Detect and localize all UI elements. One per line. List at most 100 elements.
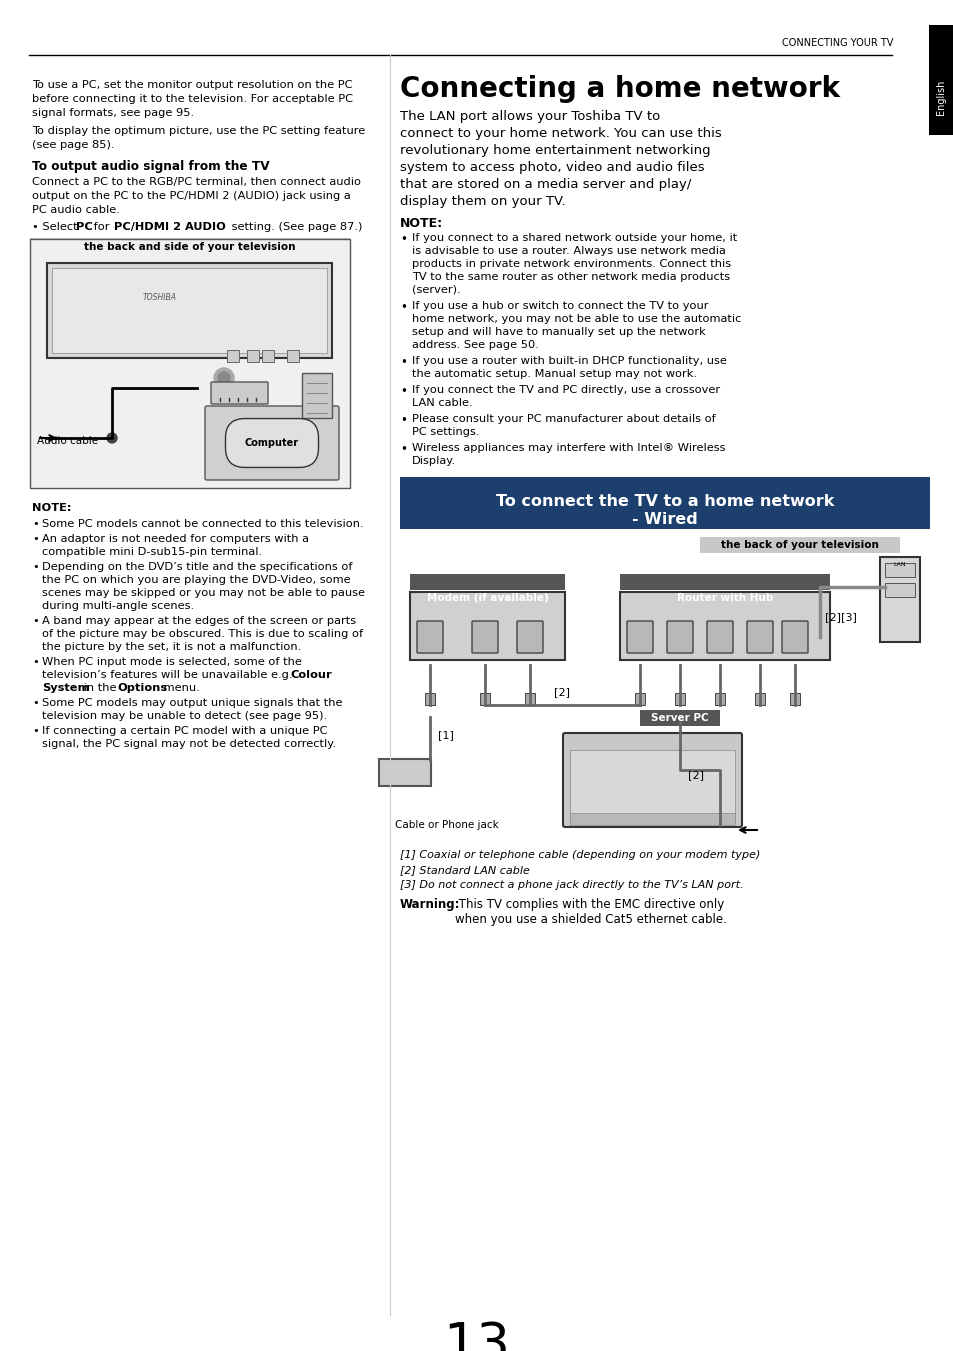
- FancyBboxPatch shape: [706, 621, 732, 653]
- Text: Modem (if available): Modem (if available): [426, 593, 548, 603]
- Text: To connect the TV to a home network: To connect the TV to a home network: [496, 493, 833, 508]
- Text: the back of your television: the back of your television: [720, 540, 878, 550]
- FancyBboxPatch shape: [227, 350, 239, 362]
- FancyBboxPatch shape: [302, 373, 332, 417]
- Text: This TV complies with the EMC directive only
when you use a shielded Cat5 ethern: This TV complies with the EMC directive …: [455, 898, 726, 925]
- FancyBboxPatch shape: [479, 693, 490, 705]
- Text: [2] Standard LAN cable: [2] Standard LAN cable: [399, 865, 529, 875]
- FancyBboxPatch shape: [287, 350, 298, 362]
- Circle shape: [107, 434, 117, 443]
- Text: •: •: [32, 657, 39, 667]
- FancyBboxPatch shape: [639, 711, 720, 725]
- FancyBboxPatch shape: [416, 621, 442, 653]
- Text: Connecting a home network: Connecting a home network: [399, 76, 840, 103]
- Text: •: •: [32, 519, 39, 530]
- Text: •: •: [32, 616, 39, 626]
- Text: (server).: (server).: [412, 285, 460, 295]
- Text: PC/HDMI 2 AUDIO: PC/HDMI 2 AUDIO: [113, 222, 226, 232]
- Text: scenes may be skipped or you may not be able to pause: scenes may be skipped or you may not be …: [42, 588, 365, 598]
- FancyBboxPatch shape: [410, 592, 564, 661]
- Text: TOSHIBA: TOSHIBA: [142, 293, 176, 303]
- Text: NOTE:: NOTE:: [32, 503, 71, 513]
- Text: If you use a router with built-in DHCP functionality, use: If you use a router with built-in DHCP f…: [412, 357, 726, 366]
- Text: NOTE:: NOTE:: [399, 218, 442, 230]
- FancyBboxPatch shape: [746, 621, 772, 653]
- Text: television may be unable to detect (see page 95).: television may be unable to detect (see …: [42, 711, 327, 721]
- Text: If you connect to a shared network outside your home, it: If you connect to a shared network outsi…: [412, 232, 737, 243]
- Text: LAN cable.: LAN cable.: [412, 399, 472, 408]
- Text: that are stored on a media server and play/: that are stored on a media server and pl…: [399, 178, 691, 190]
- Text: [1]: [1]: [437, 730, 454, 740]
- FancyBboxPatch shape: [619, 592, 829, 661]
- Text: •: •: [399, 413, 406, 427]
- FancyBboxPatch shape: [789, 693, 800, 705]
- FancyBboxPatch shape: [928, 26, 953, 135]
- FancyBboxPatch shape: [410, 574, 564, 590]
- Text: 13: 13: [443, 1320, 510, 1351]
- Text: Display.: Display.: [412, 457, 456, 466]
- Text: CONNECTING YOUR TV: CONNECTING YOUR TV: [781, 38, 892, 49]
- Text: [2]: [2]: [554, 688, 570, 697]
- Text: PC audio cable.: PC audio cable.: [32, 205, 120, 215]
- FancyBboxPatch shape: [472, 621, 497, 653]
- Text: system to access photo, video and audio files: system to access photo, video and audio …: [399, 161, 704, 174]
- Text: connect to your home network. You can use this: connect to your home network. You can us…: [399, 127, 721, 141]
- FancyBboxPatch shape: [781, 621, 807, 653]
- Text: Depending on the DVD’s title and the specifications of: Depending on the DVD’s title and the spe…: [42, 562, 352, 571]
- Text: the picture by the set, it is not a malfunction.: the picture by the set, it is not a malf…: [42, 642, 301, 653]
- FancyBboxPatch shape: [879, 557, 919, 642]
- Text: To output audio signal from the TV: To output audio signal from the TV: [32, 159, 270, 173]
- Text: To use a PC, set the monitor output resolution on the PC: To use a PC, set the monitor output reso…: [32, 80, 352, 91]
- FancyBboxPatch shape: [884, 563, 914, 577]
- FancyBboxPatch shape: [378, 759, 431, 786]
- Text: for: for: [90, 222, 113, 232]
- Text: [2][3]: [2][3]: [824, 612, 856, 621]
- Text: television’s features will be unavailable e.g.: television’s features will be unavailabl…: [42, 670, 295, 680]
- FancyBboxPatch shape: [524, 693, 535, 705]
- Circle shape: [213, 367, 233, 388]
- Text: [3] Do not connect a phone jack directly to the TV’s LAN port.: [3] Do not connect a phone jack directly…: [399, 880, 742, 890]
- Text: products in private network environments. Connect this: products in private network environments…: [412, 259, 730, 269]
- Text: •: •: [399, 232, 406, 246]
- Text: revolutionary home entertainment networking: revolutionary home entertainment network…: [399, 145, 710, 157]
- FancyBboxPatch shape: [562, 734, 741, 827]
- Circle shape: [218, 372, 230, 384]
- FancyBboxPatch shape: [211, 382, 268, 404]
- FancyBboxPatch shape: [754, 693, 764, 705]
- FancyBboxPatch shape: [626, 621, 652, 653]
- Text: Computer: Computer: [245, 438, 298, 449]
- Text: •: •: [399, 385, 406, 399]
- Text: Server PC: Server PC: [651, 713, 708, 723]
- Text: during multi-angle scenes.: during multi-angle scenes.: [42, 601, 193, 611]
- Text: setting. (See page 87.): setting. (See page 87.): [228, 222, 362, 232]
- Text: A band may appear at the edges of the screen or parts: A band may appear at the edges of the sc…: [42, 616, 355, 626]
- Text: [1] Coaxial or telephone cable (depending on your modem type): [1] Coaxial or telephone cable (dependin…: [399, 850, 760, 861]
- FancyBboxPatch shape: [884, 584, 914, 597]
- Text: - Wired: - Wired: [632, 512, 698, 527]
- Text: To display the optimum picture, use the PC setting feature: To display the optimum picture, use the …: [32, 126, 365, 136]
- Text: Options: Options: [117, 684, 167, 693]
- Text: Warning:: Warning:: [399, 898, 460, 911]
- FancyBboxPatch shape: [569, 750, 734, 820]
- Text: before connecting it to the television. For acceptable PC: before connecting it to the television. …: [32, 95, 353, 104]
- Text: •: •: [32, 534, 39, 544]
- Text: Some PC models cannot be connected to this television.: Some PC models cannot be connected to th…: [42, 519, 363, 530]
- Text: If connecting a certain PC model with a unique PC: If connecting a certain PC model with a …: [42, 725, 327, 736]
- Text: output on the PC to the PC/HDMI 2 (AUDIO) jack using a: output on the PC to the PC/HDMI 2 (AUDIO…: [32, 190, 351, 201]
- Text: Router with Hub: Router with Hub: [676, 593, 772, 603]
- Text: •: •: [399, 443, 406, 457]
- Text: Please consult your PC manufacturer about details of: Please consult your PC manufacturer abou…: [412, 413, 715, 424]
- Text: •: •: [399, 301, 406, 313]
- Text: PC settings.: PC settings.: [412, 427, 479, 436]
- FancyBboxPatch shape: [424, 693, 435, 705]
- FancyBboxPatch shape: [700, 536, 899, 553]
- Text: of the picture may be obscured. This is due to scaling of: of the picture may be obscured. This is …: [42, 630, 363, 639]
- Text: •: •: [32, 725, 39, 736]
- FancyBboxPatch shape: [619, 574, 829, 590]
- Text: the back and side of your television: the back and side of your television: [84, 242, 295, 253]
- FancyBboxPatch shape: [399, 477, 929, 530]
- Text: An adaptor is not needed for computers with a: An adaptor is not needed for computers w…: [42, 534, 309, 544]
- Text: [2]: [2]: [687, 770, 703, 780]
- Text: Some PC models may output unique signals that the: Some PC models may output unique signals…: [42, 698, 342, 708]
- Text: System: System: [42, 684, 90, 693]
